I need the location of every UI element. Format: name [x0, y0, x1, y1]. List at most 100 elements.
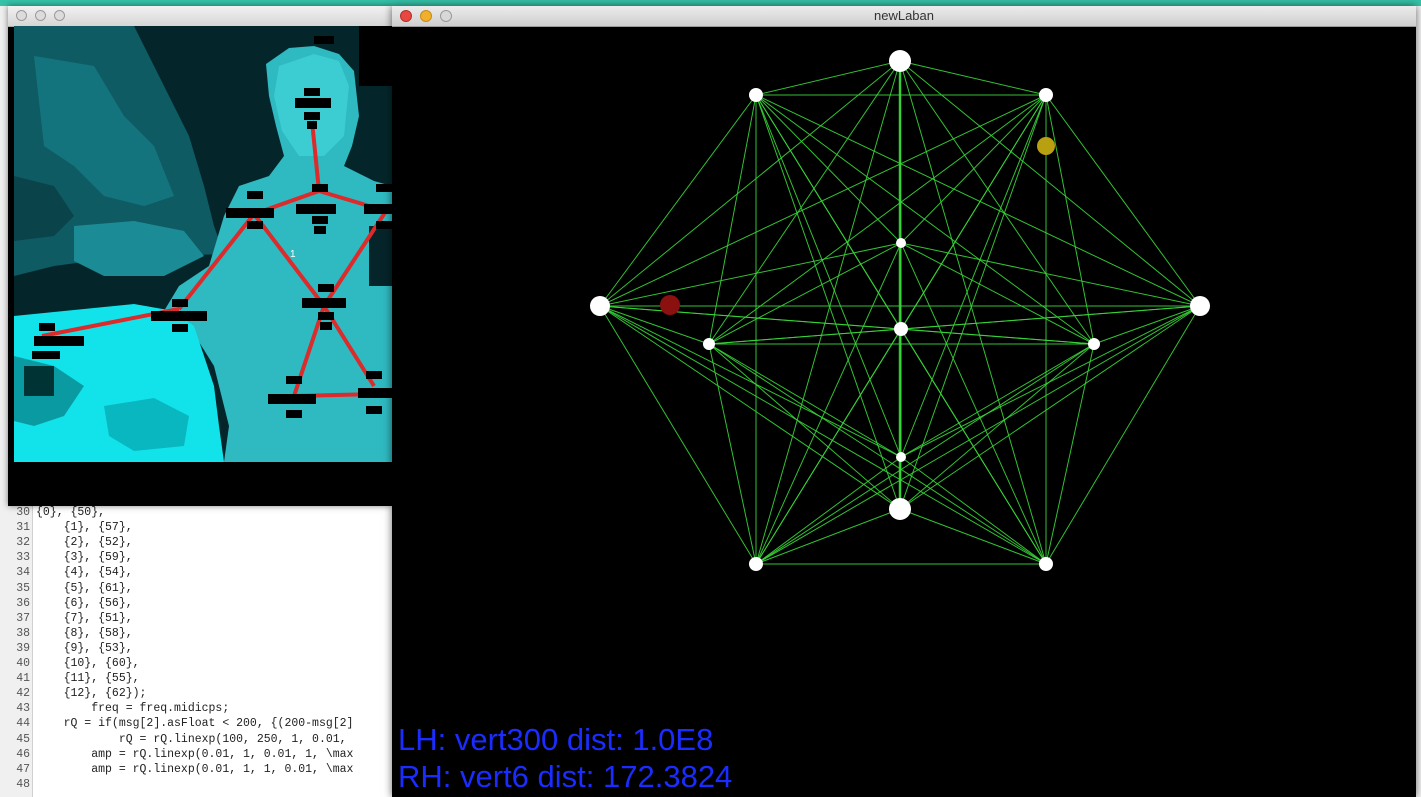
close-button[interactable] [400, 10, 412, 22]
line-number: 39 [16, 641, 30, 655]
edge-line [755, 343, 1095, 565]
code-line[interactable]: 38 {8}, {58}, [0, 626, 395, 641]
code-line[interactable]: 35 {5}, {61}, [0, 581, 395, 596]
code-line[interactable]: 31 {1}, {57}, [0, 520, 395, 535]
edge-line [900, 343, 1095, 458]
edge-line [755, 508, 901, 565]
vertex-node [894, 322, 908, 336]
vertex-node [590, 296, 610, 316]
depth-window-titlebar[interactable] [8, 6, 392, 27]
minimize-button[interactable] [35, 10, 46, 21]
code-editor[interactable]: 30 {0}, {50}, 31 {1}, {57}, 32 {2}, {52}, 33… [0, 505, 395, 797]
edge-line [1045, 94, 1201, 307]
line-number: 35 [16, 581, 30, 595]
line-number: 45 [16, 732, 30, 746]
edge-line [755, 305, 1201, 565]
line-number: 46 [16, 747, 30, 761]
edge-line [755, 94, 902, 244]
edge-line [1093, 305, 1201, 345]
code-text: {12}, {62}); [36, 687, 147, 701]
line-number: 31 [16, 521, 30, 535]
edge-line [1045, 343, 1095, 565]
newlaban-window[interactable]: newLaban LH: vert300 dist: 1.0E8 RH: ver… [392, 6, 1416, 797]
desktop-top-strip [0, 0, 1421, 6]
code-line[interactable]: 40 {10}, {60}, [0, 656, 395, 671]
edge-line [708, 94, 757, 345]
edge-line [599, 305, 757, 565]
vertex-node [749, 557, 763, 571]
code-line[interactable]: 34 {4}, {54}, [0, 565, 395, 580]
code-text: {4}, {54}, [36, 566, 133, 580]
code-line[interactable]: 41 {11}, {55}, [0, 671, 395, 686]
vertex-node [1088, 338, 1100, 350]
depth-camera-window[interactable]: 1 [8, 6, 392, 506]
edge-line [899, 305, 1201, 510]
edge-line [599, 94, 757, 307]
close-button[interactable] [16, 10, 27, 21]
code-line[interactable]: 37 {7}, {51}, [0, 611, 395, 626]
edge-line [708, 343, 757, 565]
zoom-button[interactable] [440, 10, 452, 22]
code-text: {8}, {58}, [36, 626, 133, 640]
line-number: 40 [16, 657, 30, 670]
desktop-left-strip [0, 6, 8, 797]
edge-line [900, 94, 1047, 244]
code-text: {1}, {57}, [36, 521, 133, 535]
code-text: {6}, {56}, [36, 596, 133, 610]
edge-line [599, 305, 901, 510]
vertices [590, 50, 1210, 571]
edge-line [599, 305, 902, 458]
zoom-button[interactable] [54, 10, 65, 21]
edge-line [708, 343, 902, 458]
line-number: 47 [16, 762, 30, 776]
window-title: newLaban [874, 8, 934, 23]
code-line[interactable]: 42 {12}, {62}); [0, 686, 395, 701]
line-number: 37 [16, 611, 30, 625]
edge-line [899, 60, 1047, 96]
code-line[interactable]: 45 rQ = rQ.linexp(100, 250, 1, 0.01, [0, 732, 395, 747]
code-line[interactable]: 44 rQ = if(msg[2].asFloat < 200, {(200-m… [0, 716, 395, 731]
code-text: rQ = rQ.linexp(100, 250, 1, 0.01, [36, 732, 347, 746]
code-text: amp = rQ.linexp(0.01, 1, 1, 0.01, \max [36, 762, 354, 776]
edge-lines [599, 60, 1201, 565]
code-text: {5}, {61}, [36, 581, 133, 595]
edge-line [599, 305, 710, 345]
edge-line [755, 94, 1095, 345]
code-line[interactable]: 43 freq = freq.midicps; [0, 701, 395, 716]
minimize-button[interactable] [420, 10, 432, 22]
edge-line [755, 94, 902, 458]
left-hand-marker [660, 295, 680, 315]
vertex-node [896, 238, 906, 248]
edge-line [899, 60, 1095, 345]
skeleton-joints [32, 88, 392, 418]
line-number: 33 [16, 551, 30, 565]
edge-line [900, 242, 1095, 345]
code-text: freq = freq.midicps; [36, 702, 230, 716]
line-number: 48 [16, 777, 30, 791]
code-line[interactable]: 32 {2}, {52}, [0, 535, 395, 550]
code-line[interactable]: 47 amp = rQ.linexp(0.01, 1, 1, 0.01, \ma… [0, 762, 395, 777]
icosahedron-visualization[interactable] [392, 26, 1416, 797]
code-line[interactable]: 46 amp = rQ.linexp(0.01, 1, 0.01, 1, \ma… [0, 747, 395, 762]
code-line[interactable]: 39 {9}, {53}, [0, 641, 395, 656]
newlaban-titlebar[interactable]: newLaban [392, 6, 1416, 27]
code-text: {10}, {60}, [36, 657, 140, 670]
line-number: 42 [16, 687, 30, 701]
edge-line [1045, 305, 1201, 565]
line-number: 38 [16, 626, 30, 640]
vertex-node [703, 338, 715, 350]
code-line[interactable]: 33 {3}, {59}, [0, 550, 395, 565]
code-line[interactable]: 48 [0, 777, 395, 792]
code-line[interactable]: 36 {6}, {56}, [0, 596, 395, 611]
line-number: 34 [16, 566, 30, 580]
code-line[interactable]: 30 {0}, {50}, [0, 505, 395, 520]
edge-line [755, 94, 901, 510]
edge-line [708, 343, 1047, 565]
edge-line [899, 94, 1047, 510]
line-number: 32 [16, 536, 30, 550]
code-text: amp = rQ.linexp(0.01, 1, 0.01, 1, \max [36, 747, 354, 761]
edge-line [1045, 94, 1095, 345]
edge-line [900, 242, 1201, 307]
edge-line [708, 94, 1047, 345]
edge-line [599, 60, 901, 307]
